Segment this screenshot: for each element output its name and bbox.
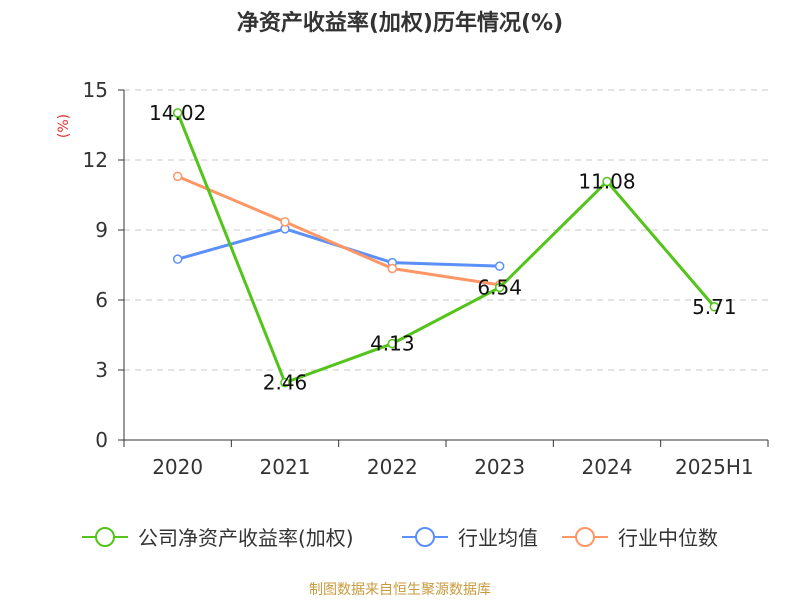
series-2 (172, 171, 505, 290)
data-labels: 14.02 2.46 4.13 6.54 11.08 5.71 (149, 101, 737, 395)
source-note: 制图数据来自恒生聚源数据库 (309, 582, 491, 598)
data-point (494, 282, 505, 293)
data-point (280, 217, 290, 227)
legend-label: 行业中位数 (618, 526, 718, 550)
y-tick-label: 3 (95, 358, 108, 382)
y-tick-label: 6 (95, 288, 108, 312)
y-axis-label: (%) (56, 114, 72, 138)
legend[interactable]: 公司净资产收益率(加权) 行业均值 行业中位数 (82, 526, 718, 550)
legend-marker (415, 527, 435, 547)
series-0 (172, 108, 720, 388)
data-point (172, 254, 183, 264)
legend-item-1[interactable]: 行业均值 (402, 526, 538, 550)
x-tick-label: 2020 (152, 455, 203, 479)
series-line (176, 174, 502, 287)
series-layer (172, 108, 720, 388)
y-tick-label: 15 (83, 78, 108, 102)
data-point (387, 263, 398, 274)
y-tick-label: 12 (83, 148, 108, 172)
x-tick-label: 2025H1 (675, 455, 754, 479)
data-point (494, 261, 505, 271)
legend-label: 公司净资产收益率(加权) (138, 526, 354, 550)
grid-lines (124, 89, 768, 371)
y-tick-label: 9 (95, 218, 108, 242)
data-label: 2.46 (263, 371, 308, 395)
data-label: 6.54 (477, 275, 522, 299)
legend-marker (575, 527, 595, 547)
data-point (387, 338, 398, 349)
x-tick-label: 2021 (260, 455, 311, 479)
legend-item-2[interactable]: 行业中位数 (562, 526, 718, 550)
data-label: 5.71 (692, 295, 737, 319)
chart-title: 净资产收益率(加权)历年情况(%) (237, 10, 563, 36)
legend-item-0[interactable]: 公司净资产收益率(加权) (82, 526, 354, 550)
data-point (280, 377, 290, 388)
x-tick-label: 2023 (474, 455, 525, 479)
legend-marker (95, 527, 115, 547)
axes: 0 3 6 9 12 15 2020 2021 2022 2023 2024 2025H1 (83, 78, 769, 479)
data-label: 4.13 (370, 332, 415, 356)
x-tick-label: 2022 (367, 455, 418, 479)
data-point (602, 176, 612, 187)
data-point (709, 302, 720, 312)
legend-label: 行业均值 (458, 526, 538, 550)
series-1 (172, 224, 505, 271)
y-tick-label: 0 (95, 428, 108, 452)
data-point (172, 108, 183, 118)
data-label: 11.08 (578, 169, 635, 193)
data-label: 14.02 (149, 101, 206, 125)
x-tick-label: 2024 (582, 455, 633, 479)
series-line (176, 111, 716, 385)
data-point (172, 171, 183, 182)
